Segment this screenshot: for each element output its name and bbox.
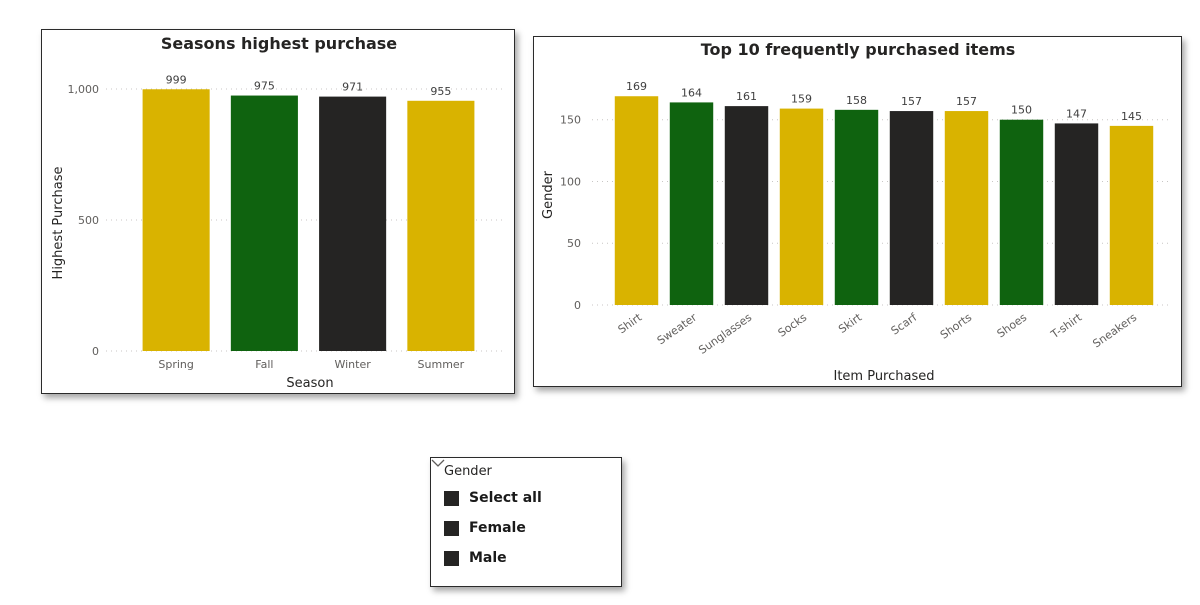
slicer-item-select-all[interactable]: Select all	[444, 487, 542, 509]
checkbox-select-all[interactable]	[444, 490, 459, 506]
chart-seasons-highest-purchase[interactable]: Seasons highest purchase 0 500 1,000 999 Spri…	[41, 29, 515, 394]
data-label: 975	[254, 80, 275, 93]
data-label: 971	[342, 81, 363, 94]
y-tick-label: 0	[574, 299, 581, 312]
y-tick-label: 0	[92, 345, 99, 358]
x-tick-label: Sweater	[655, 311, 700, 348]
x-axis-title: Item Purchased	[833, 369, 934, 384]
slicer-title: Gender	[444, 464, 492, 479]
y-axis-title: Gender	[541, 170, 556, 219]
x-tick-label: Spring	[158, 358, 194, 371]
chart-2-svg: Top 10 frequently purchased items 0 50 100 1…	[541, 40, 1169, 384]
data-label: 169	[626, 80, 647, 93]
y-tick-label: 50	[567, 237, 581, 250]
bar-sweater	[669, 102, 714, 305]
chart-1-svg: Seasons highest purchase 0 500 1,000 999 Spri…	[51, 34, 502, 391]
data-label: 159	[791, 93, 812, 106]
data-label: 147	[1066, 107, 1087, 120]
x-tick-label: T-shirt	[1048, 310, 1085, 341]
bar-fall	[230, 95, 298, 351]
bar-sunglasses	[724, 106, 769, 305]
gender-slicer[interactable]: Gender Select all Female Male	[430, 457, 622, 587]
y-axis-title: Highest Purchase	[51, 167, 66, 280]
bar-summer	[407, 100, 475, 351]
x-tick-label: Shoes	[995, 311, 1030, 341]
data-label: 164	[681, 86, 702, 99]
checkbox-male[interactable]	[444, 550, 459, 566]
y-tick-label: 100	[560, 175, 581, 188]
bar-shorts	[944, 111, 989, 305]
x-tick-label: Fall	[255, 358, 273, 371]
y-tick-label: 150	[560, 114, 581, 127]
bar-socks	[779, 108, 824, 306]
checkbox-female[interactable]	[444, 520, 459, 536]
slicer-item-label: Select all	[469, 490, 542, 506]
x-axis-title: Season	[286, 376, 333, 391]
x-tick-label: Winter	[334, 358, 371, 371]
slicer-item-label: Female	[469, 520, 526, 536]
data-label: 157	[956, 95, 977, 108]
bar-skirt	[834, 109, 879, 305]
bar-winter	[319, 96, 387, 352]
bar-t-shirt	[1054, 123, 1099, 305]
data-label: 145	[1121, 110, 1142, 123]
slicer-item-female[interactable]: Female	[444, 517, 526, 539]
x-tick-label: Sunglasses	[696, 311, 754, 357]
data-label: 150	[1011, 104, 1032, 117]
chart-title: Seasons highest purchase	[161, 34, 397, 53]
data-label: 161	[736, 90, 757, 103]
bar-spring	[142, 89, 210, 352]
bar-sneakers	[1109, 125, 1154, 305]
slicer-item-label: Male	[469, 550, 507, 566]
bar-shoes	[999, 119, 1044, 306]
data-label: 157	[901, 95, 922, 108]
chart-top-10-items[interactable]: Top 10 frequently purchased items 0 50 100 1…	[533, 36, 1182, 387]
x-tick-label: Shirt	[616, 310, 645, 336]
bar-shirt	[614, 96, 659, 305]
chevron-down-icon[interactable]	[431, 458, 445, 468]
bar-scarf	[889, 111, 934, 305]
y-tick-label: 500	[78, 214, 99, 227]
x-tick-label: Summer	[418, 358, 465, 371]
x-tick-label: Sneakers	[1090, 311, 1139, 351]
data-label: 999	[166, 73, 187, 86]
slicer-item-male[interactable]: Male	[444, 547, 507, 569]
chart-title: Top 10 frequently purchased items	[701, 40, 1016, 59]
x-tick-label: Shorts	[938, 311, 975, 342]
x-tick-label: Skirt	[836, 310, 865, 336]
data-label: 955	[430, 85, 451, 98]
data-label: 158	[846, 94, 867, 107]
y-tick-label: 1,000	[68, 83, 100, 96]
x-tick-label: Scarf	[889, 310, 920, 337]
x-tick-label: Socks	[776, 311, 810, 340]
